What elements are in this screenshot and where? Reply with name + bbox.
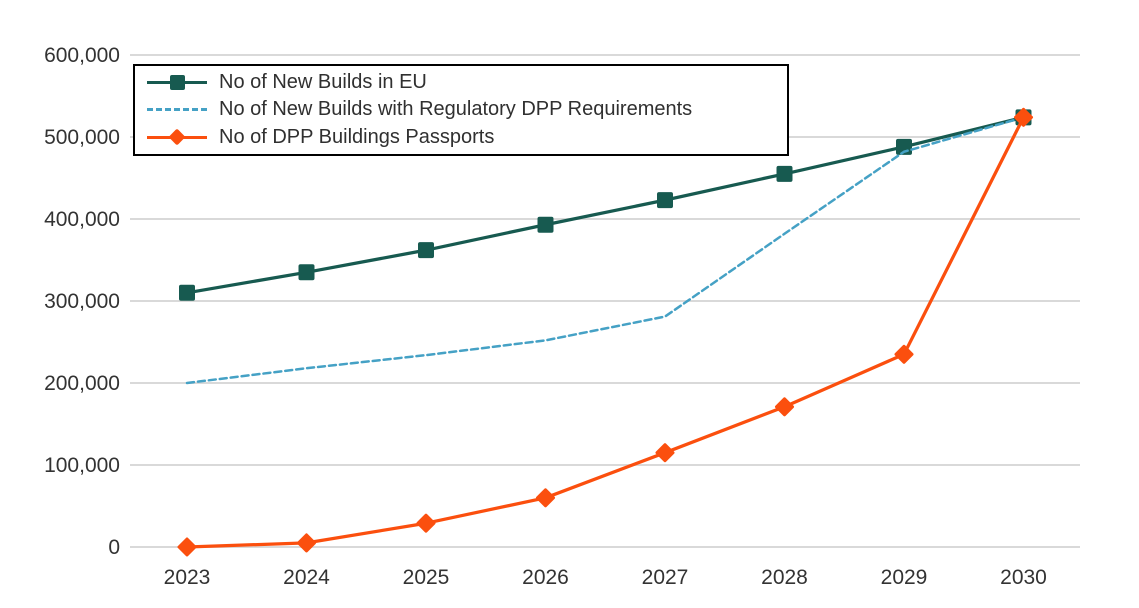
- marker-square: [418, 242, 434, 259]
- y-tick-label: 300,000: [44, 290, 120, 313]
- y-tick-label: 100,000: [44, 454, 120, 477]
- y-tick-label: 0: [108, 536, 120, 559]
- x-tick-label: 2024: [283, 566, 330, 589]
- marker-diamond: [1014, 107, 1033, 127]
- legend-line-sample: [147, 128, 207, 146]
- legend-label: No of DPP Buildings Passports: [219, 125, 495, 148]
- x-tick-label: 2026: [522, 566, 569, 589]
- y-tick-label: 400,000: [44, 208, 120, 231]
- dashed-line-icon: [147, 108, 207, 112]
- y-tick-label: 600,000: [44, 44, 120, 67]
- legend-dashed-line-sample: [147, 102, 207, 118]
- marker-square: [537, 216, 554, 233]
- marker-square: [776, 165, 793, 182]
- x-tick-label: 2025: [403, 566, 450, 589]
- legend-item-3: No of DPP Buildings Passports: [147, 124, 779, 151]
- x-tick-label: 2030: [1000, 566, 1047, 589]
- marker-square: [179, 284, 195, 301]
- y-tick-label: 500,000: [44, 126, 120, 149]
- legend-label: No of New Builds with Regulatory DPP Req…: [219, 98, 693, 121]
- marker-diamond: [297, 533, 316, 553]
- diamond-marker-icon: [168, 128, 186, 146]
- square-marker-icon: [169, 75, 185, 91]
- marker-diamond: [536, 488, 555, 508]
- legend: No of New Builds in EU No of New Builds w…: [133, 64, 789, 156]
- marker-diamond: [177, 537, 197, 557]
- x-tick-label: 2027: [642, 566, 689, 589]
- legend-line-sample: [147, 75, 207, 91]
- x-tick-label: 2029: [881, 566, 928, 589]
- marker-diamond: [655, 443, 675, 463]
- series-line-2: [185, 116, 1025, 385]
- y-tick-label: 200,000: [44, 372, 120, 395]
- marker-square: [657, 192, 673, 209]
- legend-label: No of New Builds in EU: [219, 71, 427, 94]
- marker-square: [298, 264, 315, 281]
- legend-item-1: No of New Builds in EU: [147, 69, 779, 96]
- series-line-3: [185, 115, 1026, 549]
- marker-diamond: [894, 344, 914, 364]
- marker-diamond: [416, 513, 436, 533]
- x-tick-label: 2023: [164, 566, 211, 589]
- legend-item-2: No of New Builds with Regulatory DPP Req…: [147, 96, 779, 123]
- x-tick-label: 2028: [761, 566, 808, 589]
- marker-diamond: [775, 397, 794, 417]
- series-line-1: [185, 115, 1026, 295]
